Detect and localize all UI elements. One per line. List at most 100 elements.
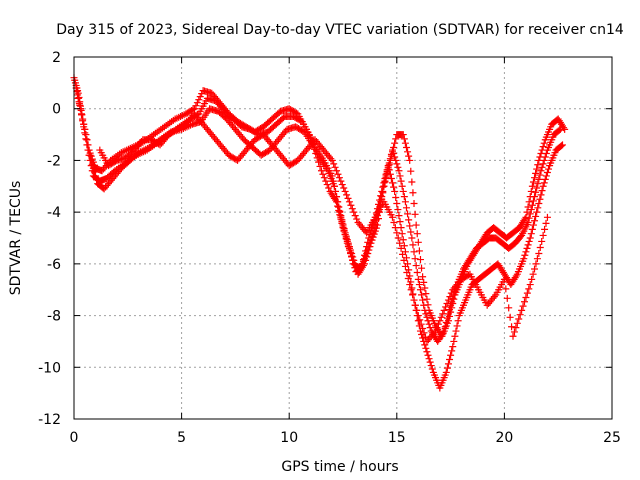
data-point [522,213,530,221]
data-point [405,152,413,160]
data-point [73,87,81,95]
data-point [543,168,551,176]
data-point [527,206,535,214]
data-point [505,304,513,312]
data-point [390,183,398,191]
data-point [416,256,424,264]
data-point [533,255,541,263]
data-point [409,189,417,197]
y-tick-label: 2 [52,50,61,66]
data-point [396,218,404,226]
data-point [409,241,417,249]
data-point [327,155,335,163]
data-point [391,187,399,195]
data-point [400,256,408,264]
data-point [506,313,514,321]
data-point [93,176,101,184]
data-point [437,313,445,321]
data-point [313,154,321,162]
data-point [399,131,407,139]
data-point [443,364,451,372]
data-point [411,301,419,309]
plot-frame [73,56,613,420]
data-point [348,252,356,260]
data-point [430,329,438,337]
data-point [407,286,415,294]
data-point [510,328,518,336]
data-point [357,261,365,269]
data-point [414,238,422,246]
data-point [377,192,385,200]
data-point [89,164,97,172]
y-tick-label: -10 [38,360,61,376]
data-point [84,141,92,149]
data-point [545,165,553,173]
data-point [419,273,427,281]
data-point [516,311,524,319]
data-point [345,198,353,206]
data-point [526,281,534,289]
data-point [387,175,395,183]
data-point [363,243,371,251]
data-point [413,230,421,238]
data-point [385,166,393,174]
data-point [490,293,498,301]
data-point [452,327,460,335]
data-point [503,294,511,302]
data-point [415,247,423,255]
data-point [436,317,444,325]
data-point [400,193,408,201]
data-point [348,205,356,213]
data-point [540,156,548,164]
data-point [384,162,392,170]
data-point [533,184,541,192]
data-point [541,225,549,233]
data-point [446,356,454,364]
data-point [392,156,400,164]
data-point [338,181,346,189]
data-point [513,319,521,327]
data-point [541,175,549,183]
data-point [337,215,345,223]
data-point [534,161,542,169]
axis-ticks: 0 5 10 15 20 25 -12 -10 -8 -6 -4 -2 0 2 [38,50,621,446]
data-point [419,296,427,304]
data-point [416,286,424,294]
data-point [322,177,330,185]
data-point [388,213,396,221]
data-point [508,323,516,331]
data-point [195,96,203,104]
data-point [531,265,539,273]
data-point [399,236,407,244]
y-tick-label: -2 [47,153,61,169]
data-point [344,194,352,202]
data-point [450,337,458,345]
data-point [393,200,401,208]
data-point [405,216,413,224]
data-point [392,193,400,201]
data-point [412,262,420,270]
data-point [320,174,328,182]
data-point [333,198,341,206]
data-point [535,175,543,183]
data-point [421,306,429,314]
data-point [425,320,433,328]
data-point [391,153,399,161]
data-point [378,187,386,195]
data-point [404,275,412,283]
data-point [447,289,455,297]
data-point [512,324,520,332]
data-point [538,187,546,195]
data-point [396,172,404,180]
data-point [535,250,543,258]
data-point [347,201,355,209]
data-point [316,162,324,170]
data-point [408,234,416,242]
data-point [523,244,531,252]
data-point [343,191,351,199]
data-point [345,244,353,252]
data-point [559,141,567,149]
data-point [427,362,435,370]
x-tick-label: 15 [388,430,406,446]
